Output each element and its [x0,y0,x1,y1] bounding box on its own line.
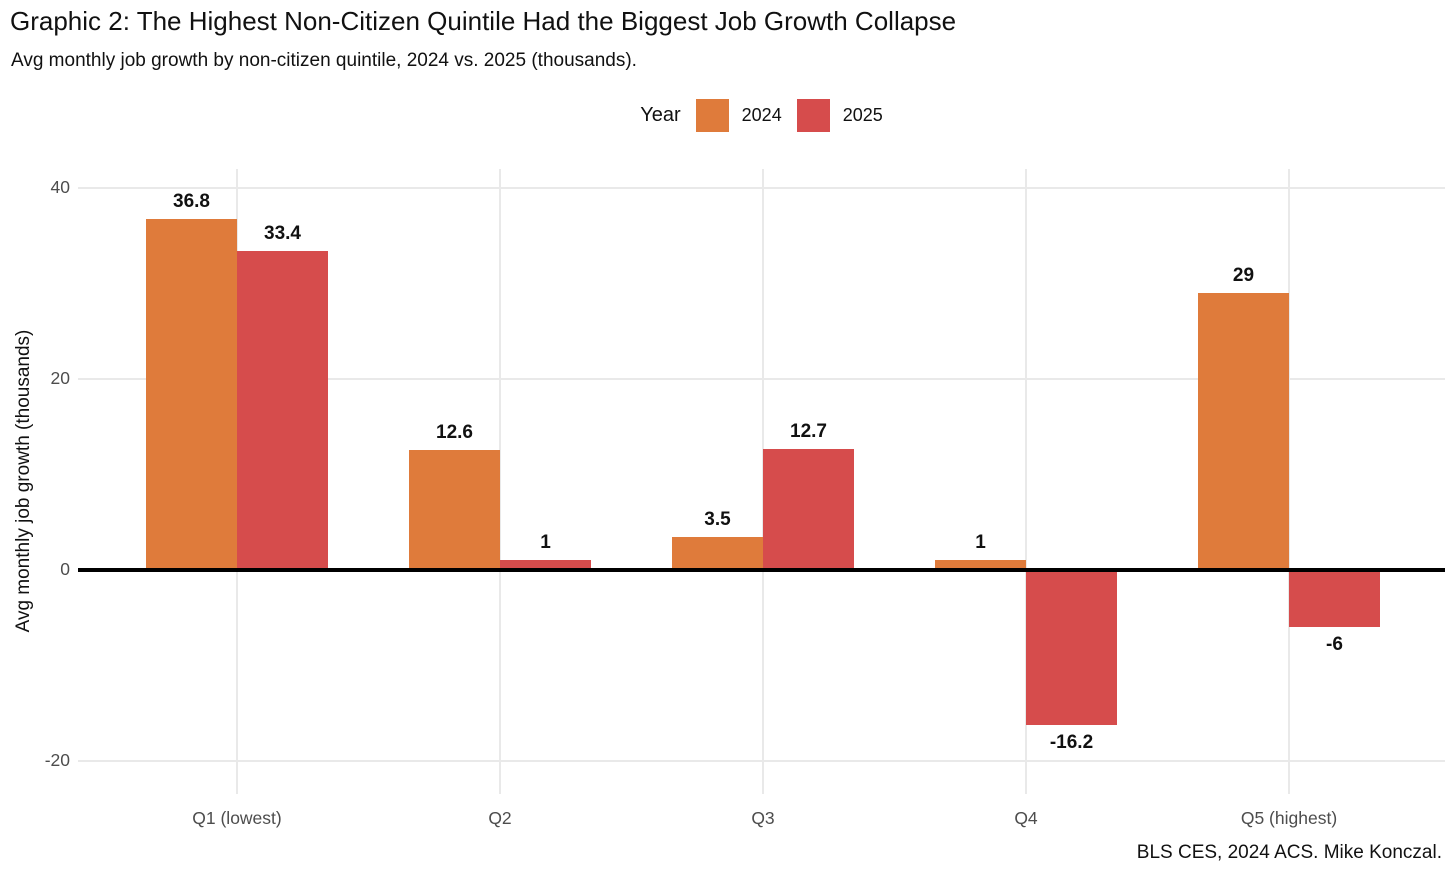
bar-2024-q1 [146,218,237,570]
gridline-vertical [1025,169,1027,794]
bar-2025-q2 [500,560,591,570]
bar-value-label: 1 [540,532,551,554]
legend-label-2025: 2025 [842,104,883,125]
legend-title: Year [640,103,681,126]
gridline-vertical [1288,169,1290,794]
legend-swatch-2024-icon [695,98,729,132]
gridline-horizontal [78,187,1445,189]
bar-value-label: 12.6 [436,421,473,443]
bar-2025-q1 [237,251,328,570]
y-tick-label: -20 [44,750,70,770]
legend-label-2024: 2024 [741,104,782,125]
legend: Year 2024 2025 [78,97,1445,133]
bar-2024-q2 [409,449,500,570]
bar-value-label: 12.7 [790,420,827,442]
x-tick-label: Q4 [1014,808,1038,828]
chart-subtitle: Avg monthly job growth by non-citizen qu… [11,50,637,71]
y-tick-label: 40 [50,177,70,197]
bar-value-label: 1 [975,532,986,554]
bar-2025-q4 [1026,570,1117,725]
bar-value-label: 33.4 [264,223,301,245]
gridline-horizontal [78,378,1445,380]
bar-2024-q5 [1198,293,1289,570]
y-tick-label: 0 [60,559,70,579]
chart-title: Graphic 2: The Highest Non-Citizen Quint… [10,6,957,36]
x-tick-label: Q5 (highest) [1240,808,1338,828]
gridline-horizontal [78,760,1445,762]
x-tick-label: Q3 [751,808,775,828]
bar-2024-q4 [935,560,1026,570]
bar-2024-q3 [672,536,763,570]
bar-value-label: 29 [1232,265,1255,287]
bar-2025-q3 [763,448,854,570]
x-tick-label: Q2 [488,808,512,828]
bar-value-label: 36.8 [173,190,210,212]
legend-item-2025: 2025 [796,98,883,132]
source-caption: BLS CES, 2024 ACS. Mike Konczal. [1136,842,1442,863]
y-tick-label: 20 [50,368,70,388]
bar-value-label: -6 [1326,634,1343,656]
x-tick-label: Q1 (lowest) [192,808,282,828]
legend-swatch-2025-icon [796,98,830,132]
bar-value-label: -16.2 [1049,731,1094,753]
bar-value-label: 3.5 [704,508,731,530]
gridline-vertical [499,169,501,794]
zero-baseline [78,568,1445,572]
bar-2025-q5 [1289,570,1380,628]
legend-item-2024: 2024 [695,98,782,132]
